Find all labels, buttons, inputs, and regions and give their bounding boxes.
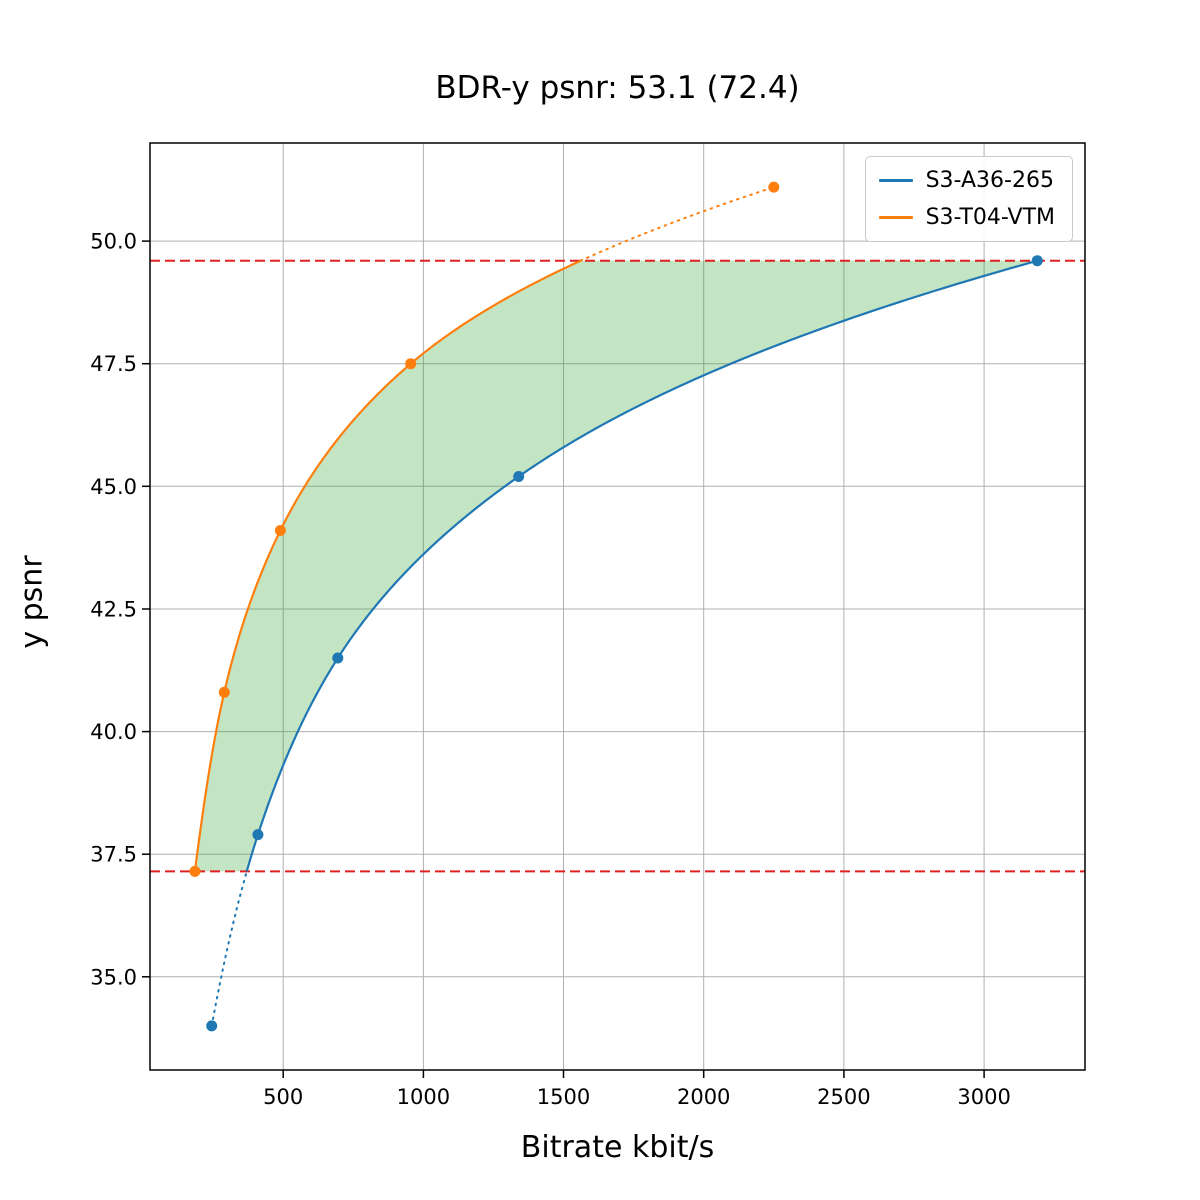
- legend-line-sample: [878, 179, 913, 182]
- legend-item-S3-A36-265: S3-A36-265: [878, 168, 1055, 193]
- svg-text:45.0: 45.0: [90, 475, 137, 499]
- svg-text:2000: 2000: [677, 1085, 730, 1109]
- svg-text:1000: 1000: [397, 1085, 450, 1109]
- markers-S3-A36-265: [206, 255, 1043, 1032]
- svg-text:37.5: 37.5: [90, 843, 137, 867]
- bd-overlap-fill: [194, 260, 1038, 872]
- gridlines: [150, 143, 1085, 1070]
- svg-text:47.5: 47.5: [90, 352, 137, 376]
- svg-text:40.0: 40.0: [90, 720, 137, 744]
- svg-text:35.0: 35.0: [90, 965, 137, 989]
- tick-marks: [142, 240, 985, 1078]
- legend-label: S3-T04-VTM: [925, 205, 1055, 230]
- svg-text:1500: 1500: [537, 1085, 590, 1109]
- markers-S3-T04-VTM: [189, 181, 780, 877]
- svg-text:42.5: 42.5: [90, 598, 137, 622]
- chart-title: BDR-y psnr: 53.1 (72.4): [435, 70, 800, 106]
- curve-dotted-S3-A36-265: [210, 870, 248, 1027]
- svg-text:2500: 2500: [817, 1085, 870, 1109]
- y-tick-labels: 35.0 37.5 40.0 42.5 45.0 47.5 50.0: [90, 230, 137, 990]
- legend-line-sample: [878, 216, 913, 219]
- curve-dotted-S3-T04-VTM: [579, 186, 775, 262]
- svg-text:3000: 3000: [957, 1085, 1010, 1109]
- x-axis-label: Bitrate kbit/s: [520, 1130, 715, 1165]
- legend: S3-A36-265 S3-T04-VTM: [864, 156, 1073, 242]
- legend-label: S3-A36-265: [925, 168, 1054, 193]
- legend-item-S3-T04-VTM: S3-T04-VTM: [878, 205, 1055, 230]
- svg-text:50.0: 50.0: [90, 230, 137, 254]
- curve-S3-A36-265: [245, 259, 1038, 872]
- x-tick-labels: 500 1000 1500 2000 2500 3000: [263, 1085, 1011, 1109]
- plot-border: [149, 142, 1086, 1071]
- svg-text:500: 500: [263, 1085, 303, 1109]
